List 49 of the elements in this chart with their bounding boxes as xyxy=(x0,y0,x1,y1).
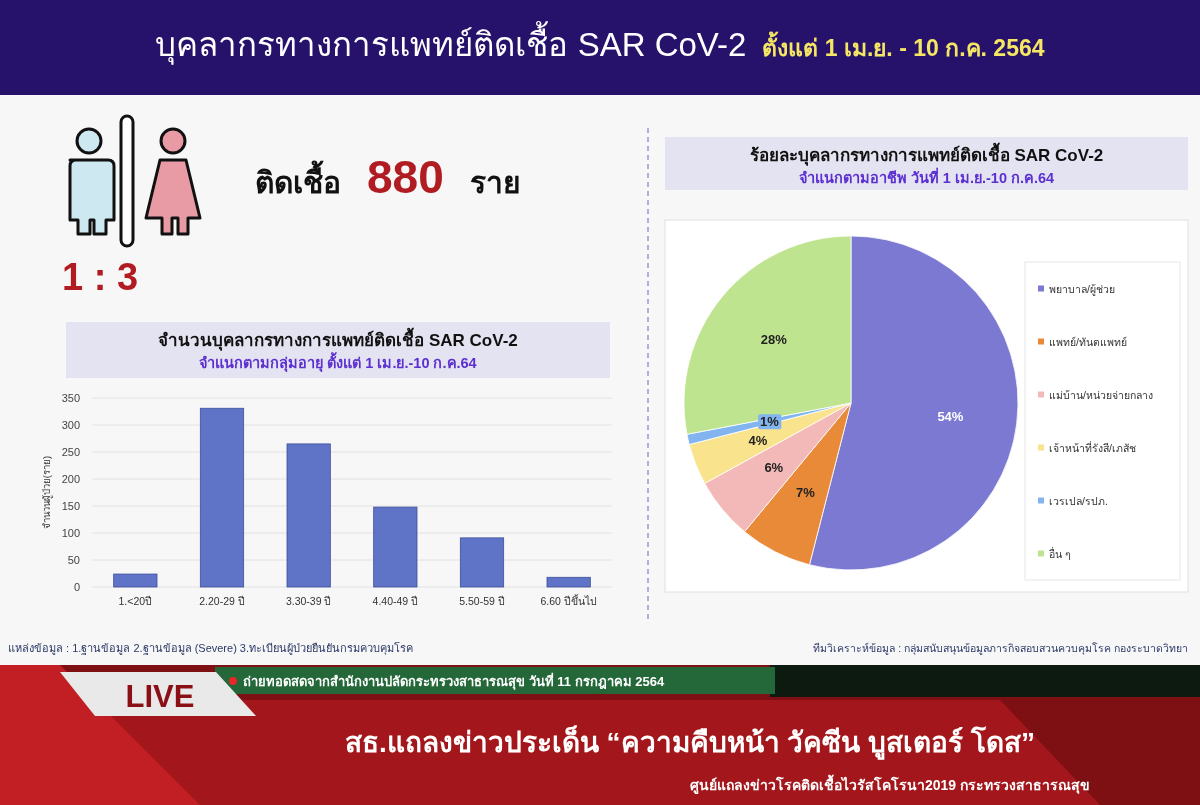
legend-label: แม่บ้าน/หน่วยจ่ายกลาง xyxy=(1049,388,1153,401)
text: สธ.แถลงข่าวประเด็น “ความคืบหน้า วัคซีน บูสเตอร์ โดส” xyxy=(345,725,1035,760)
text: บุคลากรทางการแพทย์ติดเชื้อ SAR CoV-2 xyxy=(155,21,747,65)
text: ศูนย์แถลงข่าวโรคติดเชื้อไวรัสโคโรนา2019 กระทรวงสาธารณสุข xyxy=(689,774,1090,794)
y-tick-label: 0 xyxy=(73,581,80,593)
bar xyxy=(546,576,591,588)
legend-label: อื่น ๆ xyxy=(1049,546,1071,561)
chart-title: ร้อยละบุคลากรทางการแพทย์ติดเชื้อ SAR CoV-2 xyxy=(749,142,1104,166)
chart-title: จำนวนบุคลากรทางการแพทย์ติดเชื้อ SAR CoV-2 xyxy=(158,327,518,351)
x-tick-label: 4.40-49 ปี xyxy=(372,595,419,607)
text: LIVE xyxy=(125,679,195,714)
x-tick-label: 5.50-59 ปี xyxy=(459,595,505,607)
y-axis-title: จำนวนผู้ป่วย(ราย) xyxy=(41,455,53,530)
bar xyxy=(199,407,245,588)
y-tick-label: 100 xyxy=(61,527,80,539)
legend-label: เจ้าหน้าที่รังสี/เภสัช xyxy=(1049,440,1136,454)
data-label: 28% xyxy=(760,332,788,348)
data-label: 6% xyxy=(764,459,784,475)
chart-subtitle: จำแนกตามอาชีพ วันที่ 1 เม.ย.-10 ก.ค.64 xyxy=(798,167,1055,186)
y-tick-label: 200 xyxy=(61,473,80,485)
x-tick-label: 2.20-29 ปี xyxy=(199,595,245,607)
y-tick-label: 250 xyxy=(61,446,80,458)
data-label: 54% xyxy=(937,408,964,424)
text: ทีมวิเคราะห์ข้อมูล : กลุ่มสนับสนุนข้อมูลภารกิจสอบสวนควบคุมโรค กองระบาดวิทยา xyxy=(813,642,1188,655)
legend-label: พยาบาล/ผู้ช่วย xyxy=(1049,282,1115,296)
data-label: 1% xyxy=(760,414,780,430)
text: แหล่งข้อมูล : 1.ฐานข้อมูล 2.ฐานข้อมูล (Severe) 3.ทะเบียนผู้ป่วยยืนยันกรมควบคุมโรค xyxy=(8,641,414,655)
text: ติดเชื้อ xyxy=(255,160,341,199)
text: ราย xyxy=(469,166,521,199)
legend-label: แพทย์/ทันตแพทย์ xyxy=(1049,335,1127,348)
y-tick-label: 50 xyxy=(67,554,80,566)
x-tick-label: 1.<20ปี xyxy=(118,595,153,607)
text: ตั้งแต่ 1 เม.ย. - 10 ก.ค. 2564 xyxy=(762,31,1045,61)
bar xyxy=(373,506,418,588)
legend-label: เวรเปล/รปภ. xyxy=(1049,494,1108,507)
chart-subtitle: จำแนกตามกลุ่มอายุ ตั้งแต่ 1 เม.ย.-10 ก.ค.64 xyxy=(199,352,477,372)
data-label: 7% xyxy=(796,485,816,501)
text: 1 : 3 xyxy=(62,256,139,298)
bar xyxy=(459,537,505,588)
text: 880 xyxy=(367,151,444,203)
y-tick-label: 300 xyxy=(61,419,80,431)
y-tick-label: 350 xyxy=(61,392,80,404)
x-tick-label: 6.60 ปีขึ้นไป xyxy=(540,594,597,607)
bar xyxy=(113,573,158,588)
bar xyxy=(286,443,331,588)
text: ถ่ายทอดสดจากสำนักงานปลัดกระทรวงสาธารณสุข วันที่ 11 กรกฎาคม 2564 xyxy=(243,672,665,690)
y-tick-label: 150 xyxy=(61,500,80,512)
data-label: 4% xyxy=(748,432,768,448)
x-tick-label: 3.30-39 ปี xyxy=(285,595,332,607)
